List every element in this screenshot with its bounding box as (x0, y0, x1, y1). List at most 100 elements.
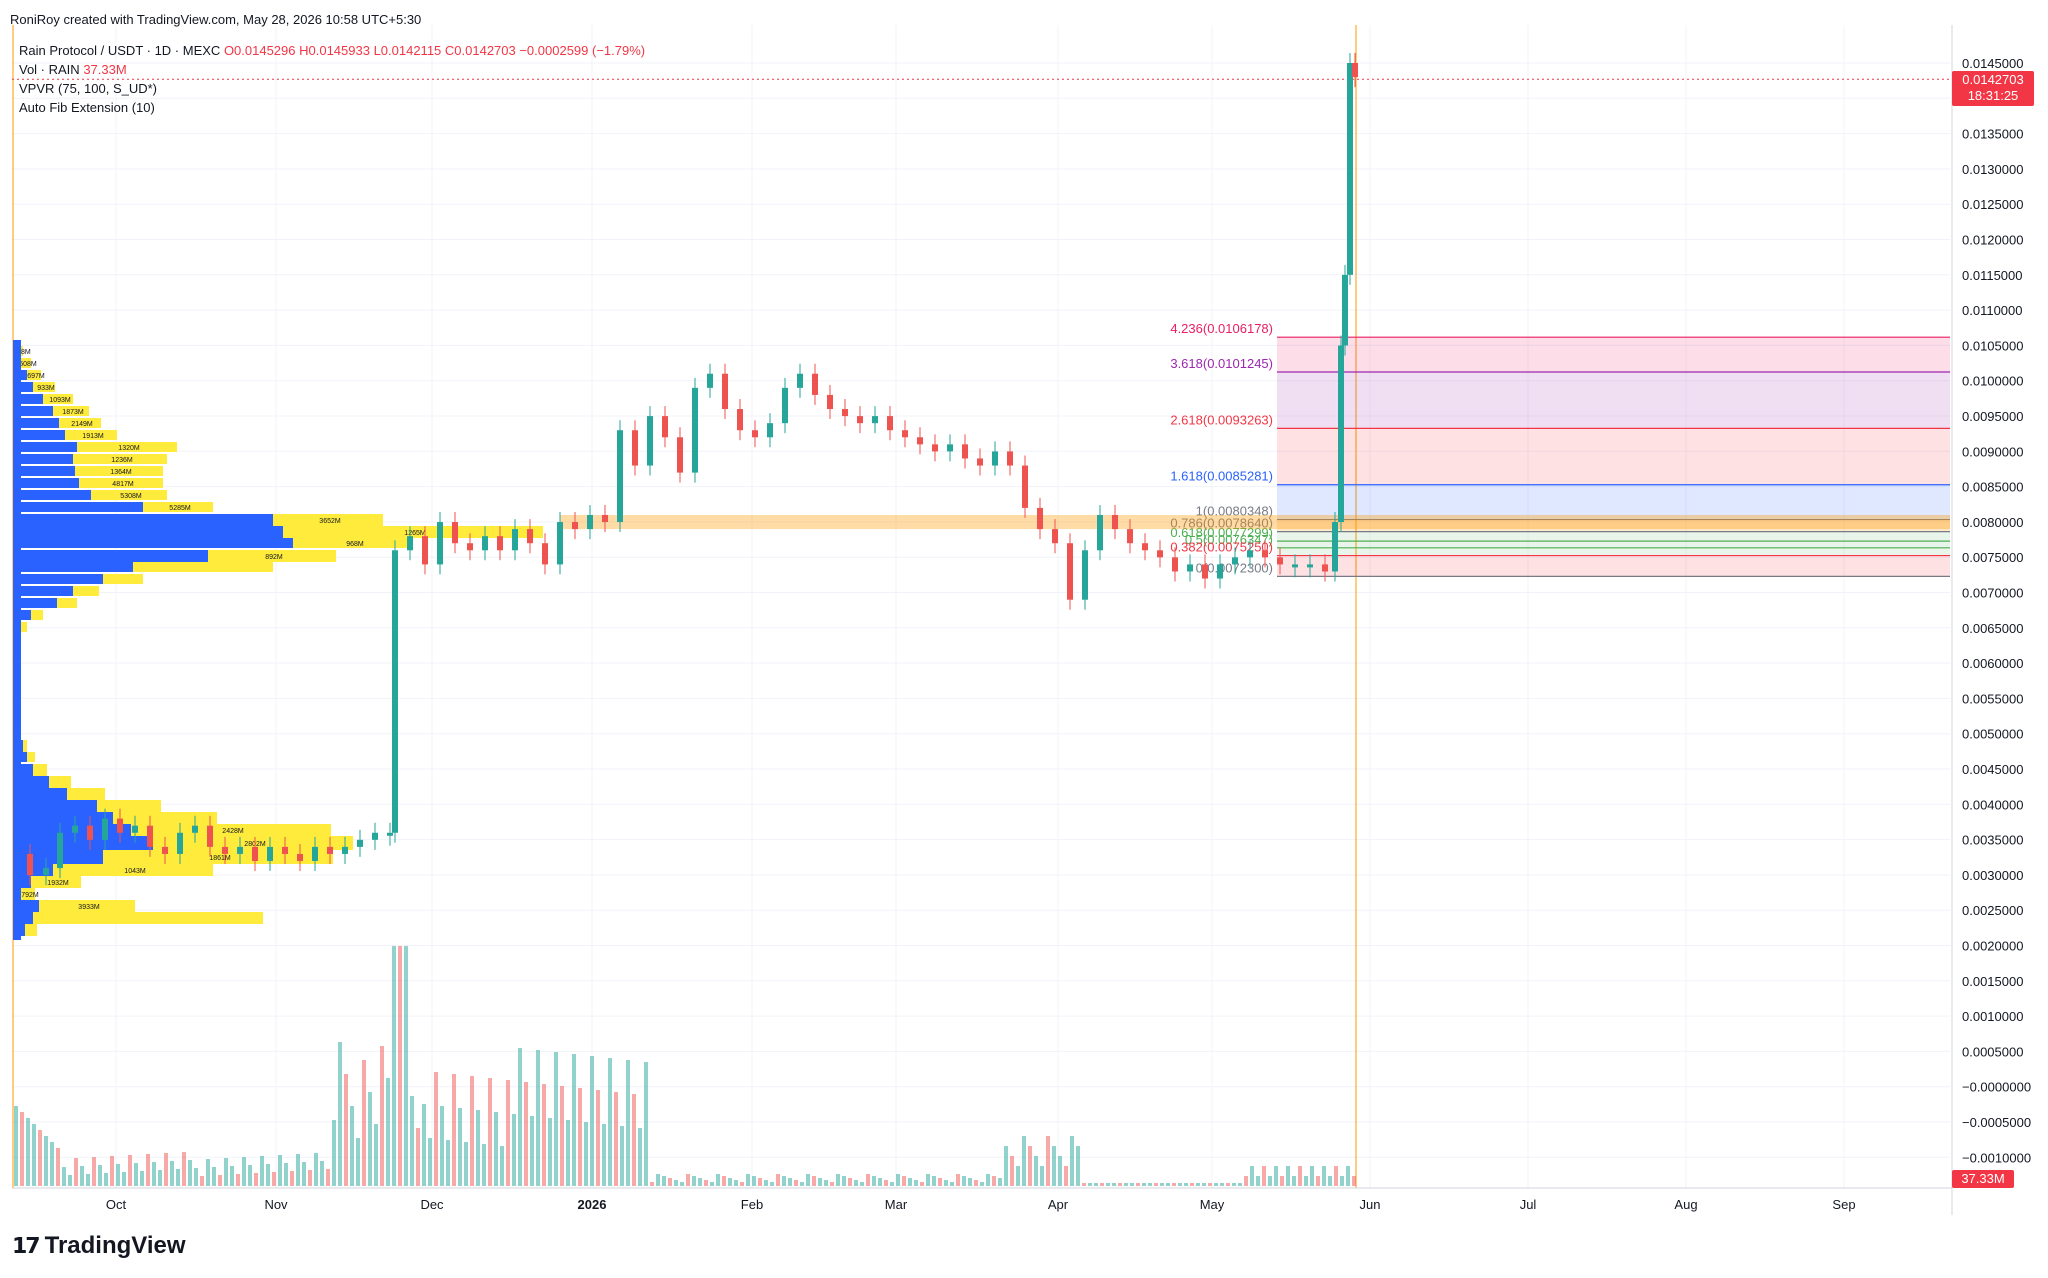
candle-up (557, 522, 563, 565)
y-tick-label: 0.0065000 (1962, 621, 2023, 636)
vp-row-upper-label: 508M (19, 361, 37, 368)
volume-bar (92, 1157, 96, 1186)
candle-down (297, 853, 303, 862)
volume-bar (1070, 1136, 1074, 1186)
volume-bar (20, 1112, 24, 1186)
y-tick-label: −0.0010000 (1962, 1150, 2031, 1165)
candle-up (392, 550, 398, 833)
volume-bar (836, 1174, 840, 1186)
volume-bar (992, 1176, 996, 1186)
volume-bar (1040, 1166, 1044, 1186)
volume-bar (296, 1154, 300, 1186)
candle-down (752, 430, 758, 438)
volume-bar (1244, 1176, 1248, 1186)
fib-level-label: 0.5(0.0076347) (1185, 532, 1273, 547)
candle-up (797, 373, 803, 388)
fib-zone (1277, 428, 1950, 485)
volume-bar (1034, 1156, 1038, 1186)
volume-bar (1256, 1176, 1260, 1186)
volume-bar (524, 1082, 528, 1186)
fib-level-label: 0(0.0072300) (1196, 560, 1273, 575)
vp-row-upper-down (91, 490, 167, 500)
candle-down (467, 543, 473, 551)
volume-last-tag: 37.33M (1952, 1170, 2014, 1188)
candle-down (207, 825, 213, 847)
vp-row-upper-label: 968M (346, 541, 364, 548)
vp-row-upper-down (283, 526, 543, 538)
fib-zone (1277, 372, 1950, 429)
vp-row-lower-down (67, 788, 105, 800)
volume-bar (1076, 1146, 1080, 1186)
volume-bar (374, 1124, 378, 1186)
vp-row-upper-up (13, 418, 59, 428)
candle-up (387, 832, 393, 836)
volume-bar (920, 1182, 924, 1186)
volume-bar (812, 1176, 816, 1186)
candle-down (662, 416, 668, 438)
volume-bar (44, 1136, 48, 1186)
candle-up (512, 529, 518, 551)
volume-bar (1106, 1183, 1110, 1186)
volume-bar (1226, 1183, 1230, 1186)
volume-bar (698, 1178, 702, 1186)
volume-bar (1118, 1183, 1122, 1186)
candle-up (1097, 514, 1103, 551)
vpvr-indicator-label[interactable]: VPVR (75, 100, S_UD*) (19, 81, 158, 96)
candle-up (1338, 345, 1344, 523)
volume-bar (944, 1180, 948, 1186)
vp-row-lower-down (97, 800, 161, 812)
vp-row-lower-up (13, 788, 67, 800)
volume-bar (938, 1178, 942, 1186)
candle-down (497, 536, 503, 551)
volume-bar (128, 1155, 132, 1186)
candle-down (1352, 63, 1358, 78)
volume-bar (404, 946, 408, 1186)
x-tick-label: Dec (420, 1197, 444, 1212)
x-tick-label: Nov (264, 1197, 288, 1212)
volume-bar (878, 1178, 882, 1186)
autofib-indicator-label[interactable]: Auto Fib Extension (10) (19, 100, 155, 115)
symbol-row[interactable]: Rain Protocol / USDT · 1D · MEXC O0.0145… (19, 41, 645, 60)
candle-down (1172, 557, 1178, 572)
y-tick-label: 0.0015000 (1962, 974, 2023, 989)
volume-bar (338, 1042, 342, 1186)
vp-row-lower-down (113, 812, 217, 824)
volume-bar (380, 1046, 384, 1186)
volume-bar (722, 1176, 726, 1186)
volume-bar (626, 1060, 630, 1186)
vp-row-lower-down (31, 876, 81, 888)
vp-row-lower-down (33, 764, 47, 776)
candle-down (632, 430, 638, 466)
candle-down (1277, 557, 1283, 565)
tradingview-logo[interactable]: 𝟭𝟳 TradingView (12, 1232, 186, 1260)
volume-bar (122, 1172, 126, 1186)
volume-row[interactable]: Vol · RAIN 37.33M (19, 60, 645, 79)
candle-up (1342, 274, 1348, 346)
candle-up (647, 416, 653, 466)
candle-down (887, 416, 893, 431)
vp-row-upper-down (143, 502, 213, 512)
vp-row-lower-down (23, 740, 27, 752)
fib-level-label: 1.618(0.0085281) (1170, 469, 1273, 484)
fib-level-label: 3.618(0.0101245) (1170, 356, 1273, 371)
vp-row-upper-up (13, 430, 65, 440)
candle-up (587, 514, 593, 530)
candle-down (252, 846, 258, 862)
candle-down (527, 529, 533, 544)
candle-down (327, 846, 333, 854)
volume-bar (536, 1050, 540, 1186)
y-tick-label: 0.0045000 (1962, 762, 2023, 777)
candle-up (407, 536, 413, 551)
volume-bar (1052, 1146, 1056, 1186)
volume-bar (1292, 1176, 1296, 1186)
volume-bar (326, 1169, 330, 1186)
volume-bar (1028, 1146, 1032, 1186)
candle-up (437, 522, 443, 565)
volume-bar (62, 1167, 66, 1186)
vp-row-lower-down (25, 924, 37, 936)
volume-bar (1328, 1176, 1332, 1186)
volume-bar (1160, 1183, 1164, 1186)
volume-bar (1022, 1136, 1026, 1186)
volume-bars (14, 946, 1356, 1186)
